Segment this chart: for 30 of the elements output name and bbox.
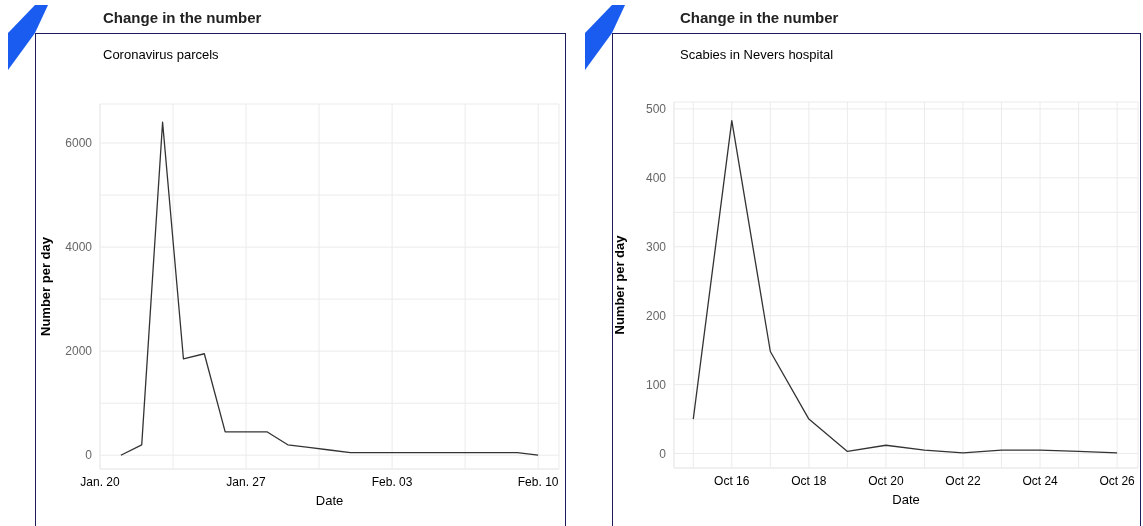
chart-subtitle: Coronavirus parcels <box>103 47 219 62</box>
y-tick-label: 2000 <box>65 344 93 359</box>
x-tick-label: Oct 18 <box>791 473 827 488</box>
x-tick-label: Feb. 03 <box>371 474 413 489</box>
x-tick-label: Oct 24 <box>1022 473 1059 488</box>
x-axis-title: Date <box>315 493 344 508</box>
y-tick-label: 500 <box>645 102 667 117</box>
line-series <box>120 121 539 456</box>
y-axis-title: Number per day <box>37 236 53 336</box>
x-axis-title: Date <box>892 492 920 507</box>
chart-title: Change in the number <box>103 9 262 26</box>
x-tick-label: Oct 22 <box>945 473 981 488</box>
y-tick-label: 6000 <box>65 136 93 151</box>
y-tick-label: 200 <box>645 308 667 323</box>
chart-title: Change in the number <box>680 9 839 26</box>
chart-subtitle: Scabies in Nevers hospital <box>680 47 834 62</box>
y-tick-label: 4000 <box>65 240 93 255</box>
x-tick-label: Oct 26 <box>1099 473 1136 488</box>
x-tick-label: Oct 20 <box>868 473 904 488</box>
x-tick-label: Oct 16 <box>714 473 750 488</box>
y-tick-label: 0 <box>659 446 667 461</box>
line-series <box>692 119 1118 454</box>
x-tick-label: Feb. 10 <box>517 474 559 489</box>
y-tick-label: 0 <box>85 448 93 463</box>
y-tick-label: 400 <box>645 171 667 186</box>
x-tick-label: Jan. 20 <box>80 474 120 489</box>
y-tick-label: 100 <box>645 377 667 392</box>
y-axis-title: Number per day <box>611 234 627 335</box>
y-tick-label: 300 <box>645 240 667 255</box>
x-tick-label: Jan. 27 <box>226 474 267 489</box>
